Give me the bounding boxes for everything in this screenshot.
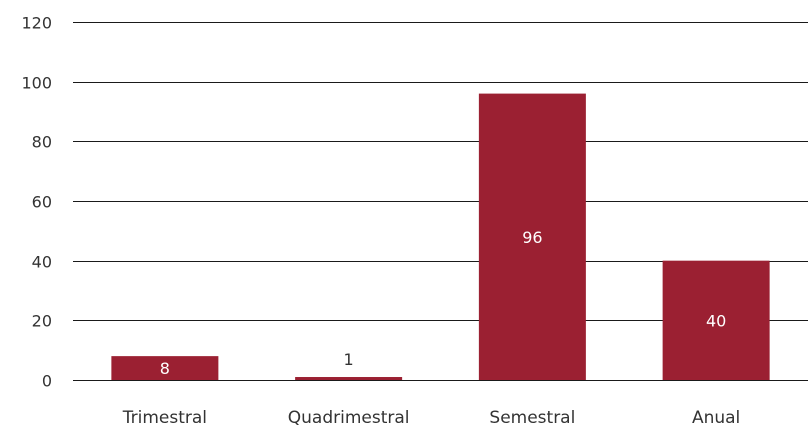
y-tick-label: 120	[21, 14, 52, 33]
x-category-label: Anual	[692, 408, 740, 428]
x-axis-categories: Trimestral Quadrimestral Semestral Anual	[122, 408, 741, 428]
data-label: 96	[522, 228, 542, 247]
y-tick-label: 0	[42, 372, 52, 391]
y-tick-label: 80	[32, 133, 52, 152]
data-label: 40	[706, 311, 726, 330]
data-label: 8	[160, 359, 170, 378]
data-label: 1	[344, 350, 354, 369]
bar	[295, 377, 403, 380]
x-category-label: Quadrimestral	[288, 408, 410, 428]
bars	[111, 93, 770, 380]
y-tick-label: 20	[32, 312, 52, 331]
bar	[662, 260, 770, 380]
x-category-label: Trimestral	[122, 408, 207, 428]
y-axis-ticks: 0 20 40 60 80 100 120	[21, 14, 52, 391]
y-tick-label: 40	[32, 253, 52, 272]
x-category-label: Semestral	[489, 408, 575, 428]
gridlines	[73, 22, 808, 381]
y-tick-label: 60	[32, 193, 52, 212]
bar	[111, 356, 219, 380]
y-tick-label: 100	[21, 74, 52, 93]
data-labels: 8 1 96 40	[160, 228, 727, 378]
bar	[478, 93, 586, 380]
